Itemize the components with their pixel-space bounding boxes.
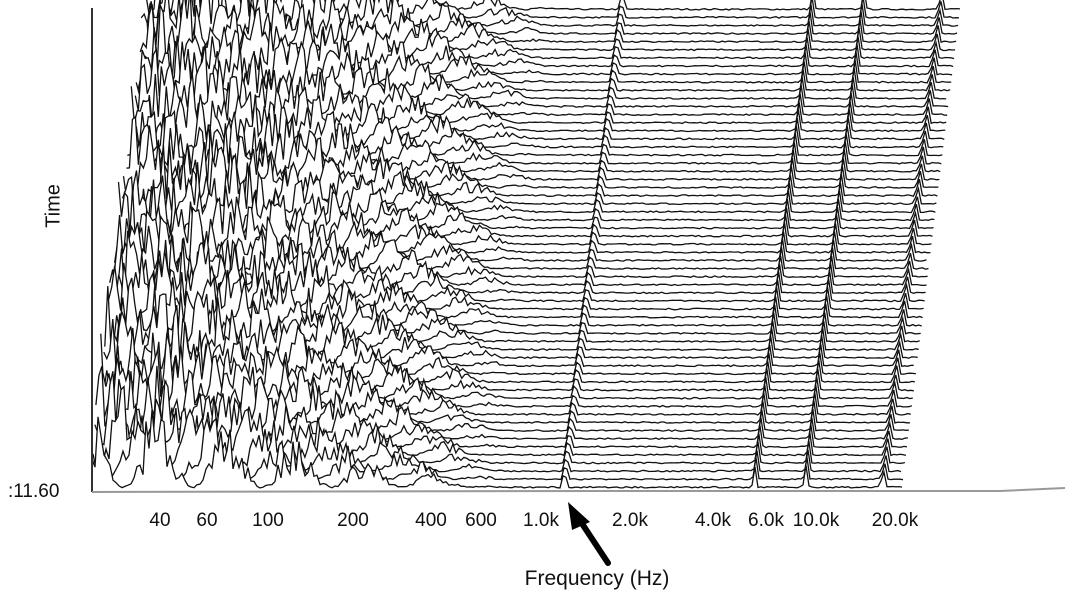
slice-fill [94,386,904,473]
slice-fill [119,179,930,263]
slice-fill [98,356,909,433]
spectrum-slice-line [100,333,911,416]
x-tick-label: 20.0k [871,510,919,531]
slice-fill [92,409,902,489]
time-readout: :11.60 [8,481,60,502]
spectrum-slice-line [139,4,951,92]
x-tick-label: 1.0k [523,510,559,531]
spectrum-slice-line [118,179,927,262]
spectrum-slice-line [91,409,903,489]
x-tick-label: 200 [337,510,369,531]
frequency-axis-line [91,487,1066,493]
slice-fill [132,73,943,157]
x-tick-label: 60 [196,510,218,531]
x-tick-label: 100 [252,510,284,531]
slice-fill [131,86,942,165]
x-axis-label: Frequency (Hz) [524,567,670,590]
slice-fill [113,215,924,311]
slice-fill [127,127,938,198]
x-tick-label: 10.0k [792,510,840,531]
spectrum-slice-line [121,162,933,238]
slice-fill [149,0,959,20]
slice-fill [145,0,956,52]
spectrum-slice-line [105,293,916,376]
spectrum-slice-line [140,12,952,84]
arrow-head [568,502,590,530]
spectrum-slice-line [130,86,942,165]
x-tick-label: 2.0k [612,510,648,531]
spectrum-slice-line [122,155,934,230]
slice-fill [136,43,947,125]
spectrum-slices [91,0,961,489]
x-tick-label: 6.0k [748,510,784,531]
slice-fill [100,333,911,417]
spectrum-slice-line [99,344,910,424]
x-tick-label: 400 [415,510,447,531]
slice-fill [140,4,951,92]
spectrum-slice-line [117,187,928,278]
x-tick-label: 600 [465,510,497,531]
spectrum-slice-line [113,233,925,303]
x-tick-label: 4.0k [695,510,731,531]
spectrum-slice-line [109,269,920,343]
x-tick-label: 40 [149,510,171,531]
spectrum-slice-line [108,262,919,352]
spectrum-slice-line [135,43,947,125]
spectrum-slice-line [144,0,956,52]
spectrum-slice-line [104,286,915,384]
y-axis-label: Time [42,184,65,228]
spectrum-slice-line [95,366,907,457]
spectrum-slice-line [112,214,924,311]
spectrum-slice-line [127,126,938,198]
spectrum-slice-line [114,214,926,295]
spectrum-slice-line [174,0,960,19]
slice-fill [141,14,952,84]
annotation-arrow [568,502,611,566]
spectrum-slice-line [168,0,961,11]
